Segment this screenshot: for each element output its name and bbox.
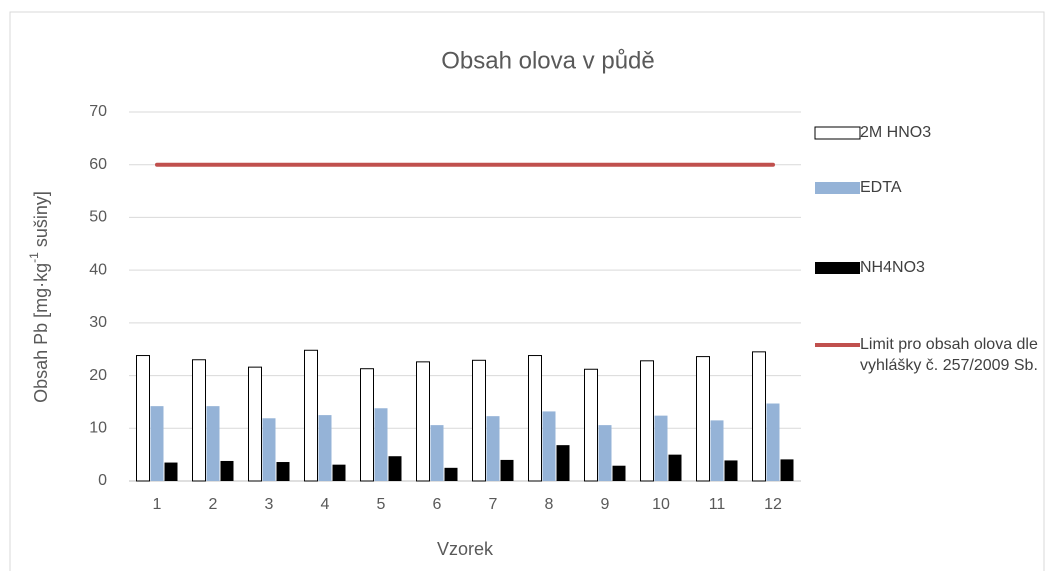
bar — [528, 355, 542, 482]
bar — [150, 406, 164, 481]
x-tick-label: 5 — [377, 496, 386, 513]
x-tick-label: 4 — [321, 496, 330, 513]
x-tick-label: 3 — [265, 496, 274, 513]
legend-label: Limit pro obsah olova dle vyhlášky č. 25… — [860, 336, 1038, 374]
y-label-part: sušiny] — [31, 191, 51, 252]
legend-item: EDTA — [860, 179, 902, 196]
x-tick-label: 6 — [433, 496, 442, 513]
bar — [276, 462, 290, 481]
bar — [304, 349, 318, 482]
chart-frame — [9, 11, 1045, 576]
y-tick-label: 60 — [89, 156, 107, 173]
bar — [444, 467, 458, 481]
y-label-sup: -1 — [27, 252, 41, 263]
y-tick-label: 20 — [89, 367, 107, 384]
bar — [486, 416, 500, 481]
bar — [640, 360, 654, 482]
y-tick-label: 70 — [89, 103, 107, 120]
x-tick-label: 11 — [709, 496, 726, 513]
bar — [318, 415, 332, 481]
bar — [430, 425, 444, 481]
x-tick-label: 7 — [489, 496, 498, 513]
bar — [766, 403, 780, 481]
bar — [710, 420, 724, 481]
bar — [668, 454, 682, 481]
legend-label: NH4NO3 — [860, 259, 925, 276]
bar — [724, 460, 738, 481]
legend-item: NH4NO3 — [860, 259, 925, 276]
bar — [388, 456, 402, 481]
bar — [220, 460, 234, 481]
bar — [654, 415, 668, 481]
legend-label: 2M HNO3 — [860, 124, 932, 141]
bar — [696, 356, 710, 482]
bar — [374, 408, 388, 481]
y-axis-label: Obsah Pb [mg·kg-1 sušiny] — [27, 191, 51, 403]
x-tick-label: 8 — [545, 496, 554, 513]
bar — [598, 425, 612, 481]
bar — [752, 351, 766, 482]
x-axis-label: Vzorek — [437, 539, 494, 559]
bar — [164, 462, 178, 481]
y-tick-label: 0 — [98, 472, 107, 489]
bar — [500, 459, 514, 481]
y-tick-label: 30 — [89, 314, 107, 331]
bar — [192, 359, 206, 482]
x-tick-label: 12 — [764, 496, 782, 513]
bar — [360, 368, 374, 482]
bar — [136, 355, 150, 482]
x-tick-label: 2 — [209, 496, 218, 513]
bar — [472, 359, 486, 482]
y-label-part: Obsah Pb [mg·kg — [31, 263, 51, 403]
bar — [542, 411, 556, 481]
legend-swatch — [815, 262, 860, 274]
bar — [556, 445, 570, 481]
chart-title: Obsah olova v půdě — [441, 47, 654, 74]
bar — [248, 366, 262, 482]
legend-label: EDTA — [860, 179, 902, 196]
bar — [262, 418, 276, 481]
x-tick-label: 9 — [601, 496, 610, 513]
y-tick-label: 40 — [89, 261, 107, 278]
legend-item: 2M HNO3 — [860, 124, 932, 141]
legend-swatch — [814, 126, 861, 140]
y-tick-label: 50 — [89, 209, 107, 226]
bar — [206, 406, 220, 481]
bar — [780, 459, 794, 481]
x-tick-label: 1 — [153, 496, 162, 513]
bar — [584, 368, 598, 482]
bar — [332, 464, 346, 481]
legend-swatch — [815, 182, 860, 194]
legend-item: Limit pro obsah olova dle vyhlášky č. 25… — [860, 336, 1038, 374]
y-tick-label: 10 — [89, 420, 107, 437]
x-tick-label: 10 — [652, 496, 670, 513]
bar — [416, 361, 430, 482]
bar — [612, 465, 626, 481]
